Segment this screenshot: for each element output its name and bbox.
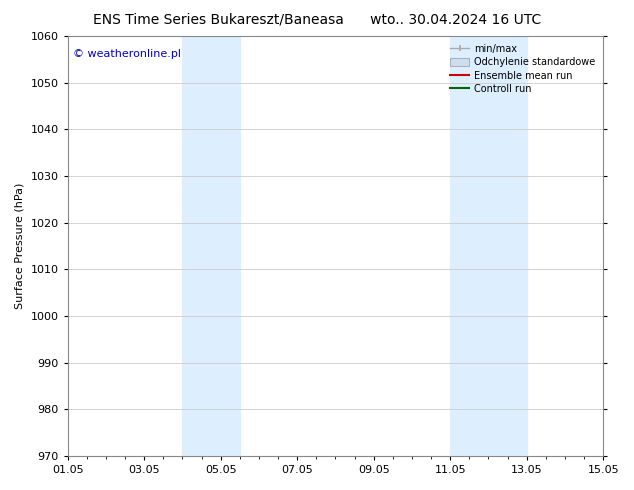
Bar: [183, 36, 240, 456]
Text: ENS Time Series Bukareszt/Baneasa      wto.. 30.04.2024 16 UTC: ENS Time Series Bukareszt/Baneasa wto.. …: [93, 12, 541, 26]
Text: © weatheronline.pl: © weatheronline.pl: [73, 49, 181, 59]
Bar: [450, 36, 527, 456]
Y-axis label: Surface Pressure (hPa): Surface Pressure (hPa): [15, 183, 25, 309]
Legend: min/max, Odchylenie standardowe, Ensemble mean run, Controll run: min/max, Odchylenie standardowe, Ensembl…: [447, 41, 598, 97]
